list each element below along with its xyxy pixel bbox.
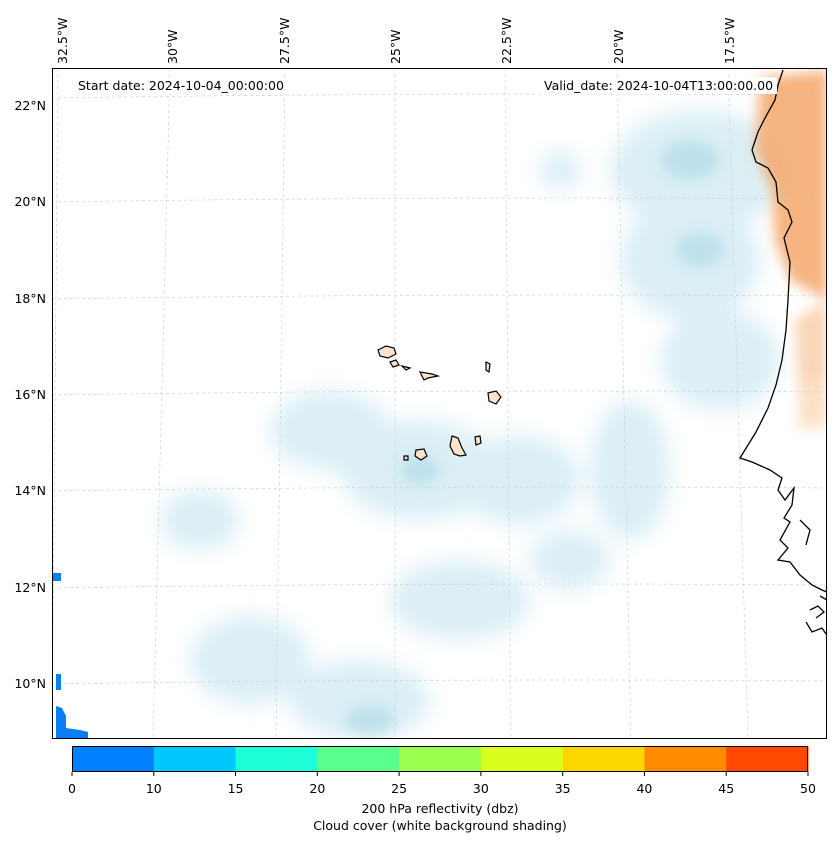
- map-frame: [52, 68, 827, 739]
- reflectivity-shading: [755, 70, 827, 430]
- colorbar-tick-label: 20: [309, 781, 326, 796]
- colorbar-tick-label: 0: [68, 781, 76, 796]
- cloud-cover-shading: [160, 110, 790, 739]
- colorbar-segment: [317, 746, 400, 772]
- valid-date-label: Valid_date: 2024-10-04T13:00:00.00: [540, 77, 778, 94]
- colorbar-subtitle: Cloud cover (white background shading): [313, 818, 567, 833]
- colorbar-tick-label: 35: [554, 781, 571, 796]
- colorbar-tick-label: 50: [800, 781, 816, 796]
- lat-label-16n: 16°N: [14, 387, 46, 402]
- colorbar-tick-label: 25: [391, 781, 408, 796]
- colorbar-segment: [399, 746, 482, 772]
- colorbar-segment: [235, 746, 318, 772]
- reflectivity-patches-west: [52, 573, 88, 739]
- lat-label-22n: 22°N: [14, 98, 46, 113]
- colorbar-tick-label: 45: [718, 781, 735, 796]
- colorbar: [71, 746, 809, 776]
- lon-label-20w: 20°W: [611, 29, 626, 64]
- colorbar-tick-label: 10: [145, 781, 162, 796]
- lon-label-17-5w: 17.5°W: [722, 17, 737, 64]
- lat-label-18n: 18°N: [14, 291, 46, 306]
- colorbar-segment: [726, 746, 809, 772]
- colorbar-tick-label: 30: [472, 781, 489, 796]
- map-plot-area: [52, 68, 827, 739]
- colorbar-title: 200 hPa reflectivity (dbz): [361, 801, 519, 816]
- lat-label-10n: 10°N: [14, 676, 46, 691]
- colorbar-segment: [72, 746, 155, 772]
- lat-label-14n: 14°N: [14, 483, 46, 498]
- lon-label-32-5w: 32.5°W: [55, 17, 70, 64]
- colorbar-segment: [644, 746, 727, 772]
- colorbar-tick-label: 15: [227, 781, 244, 796]
- lon-label-27-5w: 27.5°W: [277, 17, 292, 64]
- lat-label-20n: 20°N: [14, 194, 46, 209]
- cape-verde-islands: [377, 345, 502, 461]
- start-date-label: Start date: 2024-10-04_00:00:00: [74, 77, 288, 94]
- coastline: [739, 69, 827, 635]
- lon-label-30w: 30°W: [165, 29, 180, 64]
- colorbar-segment: [480, 746, 564, 772]
- colorbar-frame: [72, 746, 808, 772]
- colorbar-tick-label: 40: [636, 781, 653, 796]
- lon-label-25w: 25°W: [388, 29, 403, 64]
- colorbar-segment: [562, 746, 645, 772]
- lon-label-22-5w: 22.5°W: [499, 17, 514, 64]
- lat-label-12n: 12°N: [14, 580, 46, 595]
- colorbar-segment: [153, 746, 237, 772]
